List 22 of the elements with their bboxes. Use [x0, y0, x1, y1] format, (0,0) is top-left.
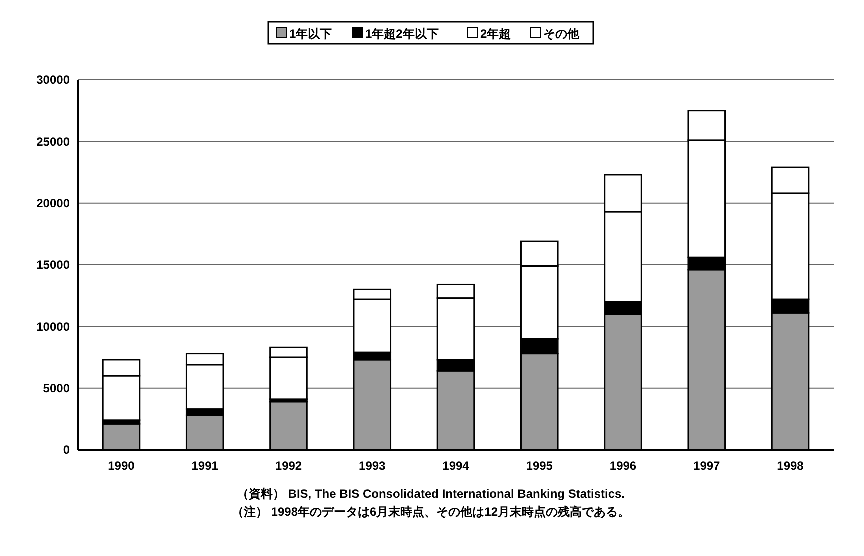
y-tick-label: 10000	[36, 320, 70, 334]
y-tick-label: 20000	[36, 196, 70, 211]
legend-label: 1年以下	[290, 27, 332, 41]
text: （資料） BIS, The BIS Consolidated International Banking Statistics.	[236, 487, 626, 501]
legend-label: 2年超	[480, 27, 512, 41]
x-tick-label: 1998	[777, 459, 804, 473]
x-tick-label: 1991	[192, 459, 219, 473]
x-tick-label: 1997	[694, 459, 721, 473]
x-tick-label: 1993	[359, 459, 386, 473]
y-tick-label: 0	[63, 443, 70, 458]
x-tick-label: 1990	[108, 459, 136, 473]
x-tick-label: 1994	[442, 459, 470, 473]
x-tick-label: 1996	[610, 459, 637, 473]
y-tick-label: 30000	[36, 73, 70, 88]
x-tick-label: 1992	[275, 459, 302, 473]
legend-label: 1年超2年以下	[366, 27, 439, 41]
legend-label: その他	[544, 27, 580, 41]
y-tick-label: 25000	[36, 134, 70, 149]
x-tick-label: 1995	[526, 459, 554, 473]
y-tick-label: 5000	[43, 382, 70, 396]
y-tick-label: 15000	[36, 258, 70, 272]
text: （注） 1998年のデータは6月末時点、その他は12月末時点の残高である。	[232, 505, 630, 519]
